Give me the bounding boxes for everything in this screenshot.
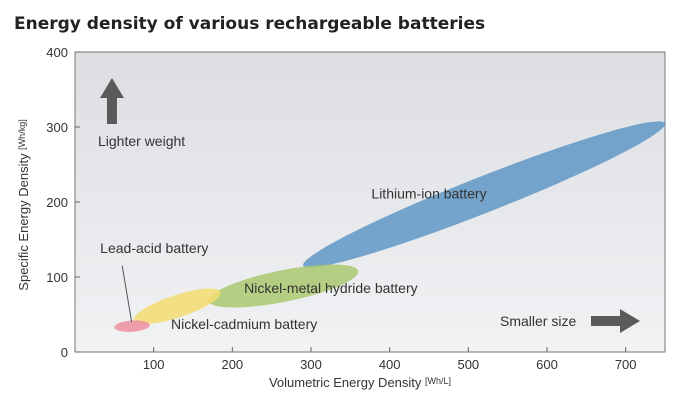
x-tick-label: 300 [300, 357, 322, 372]
lead-acid-battery-label: Lead-acid battery [100, 240, 208, 256]
x-tick-label: 200 [221, 357, 243, 372]
y-tick-label: 100 [46, 270, 68, 285]
smaller-size-label: Smaller size [500, 313, 576, 329]
lithium-ion-battery-label: Lithium-ion battery [371, 185, 486, 201]
up-arrow-icon [99, 78, 124, 124]
y-axis-unit: [Wh/kg] [17, 119, 27, 150]
lithium-ion-battery-region [303, 121, 666, 268]
x-tick-label: 600 [536, 357, 558, 372]
y-tick-label: 300 [46, 120, 68, 135]
x-tick-label: 500 [457, 357, 479, 372]
y-axis-label: Specific Energy Density [Wh/kg] [16, 119, 31, 290]
lead-acid-battery-region [114, 320, 150, 332]
x-axis-label: Volumetric Energy Density [Wh/L] [269, 375, 451, 390]
lead-acid-leader-line [121, 265, 133, 323]
y-tick-label: 400 [46, 45, 68, 60]
nickel-cadmium-battery-label: Nickel-cadmium battery [171, 316, 317, 332]
y-tick-label: 200 [46, 195, 68, 210]
nickel-metal-hydride-battery-label: Nickel-metal hydride battery [244, 280, 418, 296]
nickel-metal-hydride-battery-region [208, 264, 359, 308]
lighter-weight-label: Lighter weight [98, 133, 185, 149]
x-tick-label: 700 [615, 357, 637, 372]
nickel-cadmium-battery-region [133, 288, 221, 325]
x-tick-label: 400 [379, 357, 401, 372]
y-tick-label: 0 [61, 345, 68, 360]
chart-title: Energy density of various rechargeable b… [14, 14, 486, 34]
x-tick-label: 100 [143, 357, 165, 372]
right-arrow-icon [591, 309, 640, 333]
x-axis-unit: [Wh/L] [425, 376, 451, 386]
